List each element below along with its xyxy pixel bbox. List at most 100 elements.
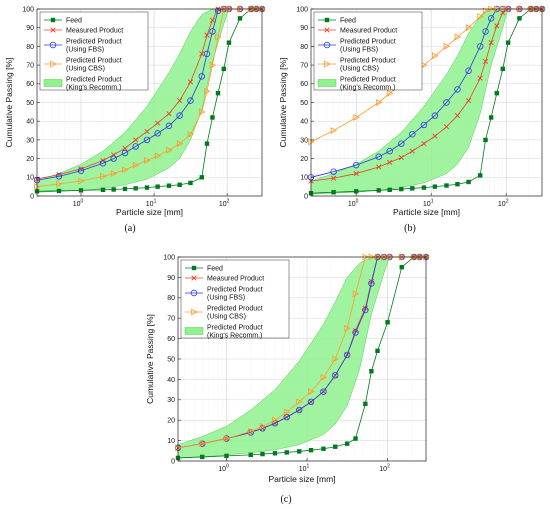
data-point-feed: [483, 137, 488, 143]
data-point-feed: [344, 441, 350, 446]
data-point-feed: [308, 447, 314, 453]
y-tick-label: 70: [300, 63, 308, 70]
x-tick-base: 10: [219, 201, 227, 208]
y-tick-label: 50: [26, 100, 34, 107]
y-tick-label: 0: [30, 193, 34, 200]
data-point-fbs: [482, 28, 489, 35]
y-tick-label: 40: [300, 119, 308, 126]
x-tick-exponent: 1: [307, 464, 310, 470]
legend-swatch-marker: [50, 27, 56, 33]
data-point-fbs: [320, 388, 327, 395]
data-point-feed: [221, 66, 226, 72]
data-point-feed: [333, 444, 338, 449]
data-point-fbs: [386, 147, 393, 155]
data-point-feed: [166, 183, 172, 188]
legend-swatch-marker: [324, 60, 331, 68]
data-point-feed: [369, 369, 374, 374]
data-point-fbs: [465, 67, 472, 74]
legend-label: Predicted Product (Using FBS): [340, 39, 396, 54]
data-point-cbs: [482, 7, 490, 15]
y-tick-label: 40: [26, 119, 34, 126]
x-axis-label: Particle size [mm]: [268, 474, 335, 484]
y-tick-label: 20: [167, 418, 175, 425]
data-point-fbs: [443, 99, 450, 106]
legend-label-line: (Using CBS): [66, 66, 105, 73]
data-point-cbs: [209, 61, 217, 69]
data-point-measured: [187, 79, 194, 85]
data-point-cbs: [308, 388, 315, 396]
data-point-feed: [375, 348, 380, 354]
data-point-fbs: [420, 121, 428, 129]
data-point-measured: [177, 98, 183, 104]
data-point-cbs: [176, 140, 184, 148]
data-point-feed: [399, 265, 404, 270]
legend-label-line: Predicted Product: [66, 39, 122, 46]
data-point-fbs: [154, 130, 161, 137]
data-point-fbs: [203, 50, 211, 58]
data-point-fbs: [332, 372, 339, 379]
x-tick-label: 102: [219, 199, 230, 209]
data-point-fbs: [176, 112, 183, 119]
data-point-feed: [505, 40, 511, 45]
data-point-feed: [210, 115, 215, 120]
data-point-measured: [122, 145, 128, 151]
data-point-measured: [133, 137, 139, 143]
data-point-cbs: [272, 416, 279, 424]
data-point-cbs: [247, 427, 255, 435]
legend-swatch-marker: [191, 308, 198, 316]
data-point-fbs: [110, 155, 117, 162]
y-tick-label: 80: [26, 44, 34, 51]
panel-label: (c): [280, 494, 291, 505]
data-point-feed: [455, 182, 460, 187]
data-point-fbs: [209, 28, 216, 35]
data-point-feed: [432, 184, 438, 189]
data-point-cbs: [144, 157, 151, 164]
data-point-feed: [122, 186, 128, 192]
data-point-fbs: [398, 140, 405, 147]
legend-label-line: Predicted Product: [66, 58, 122, 65]
legend-label-line: Predicted Product: [340, 77, 396, 84]
legend-swatch-marker: [324, 27, 330, 33]
legend-label: Measured Product: [66, 27, 123, 34]
data-point-measured: [409, 148, 415, 154]
data-point-measured: [199, 51, 205, 57]
data-point-cbs: [259, 422, 267, 430]
data-point-fbs: [283, 413, 290, 421]
data-point-cbs: [198, 108, 206, 116]
x-tick-label: 100: [348, 199, 359, 209]
legend-label-line: Predicted Product: [207, 287, 263, 294]
data-point-measured: [465, 98, 472, 104]
legend-label-line: Predicted Product: [207, 325, 263, 332]
x-tick-exponent: 2: [387, 464, 390, 470]
data-point-feed: [260, 451, 265, 457]
data-point-feed: [56, 188, 62, 194]
data-point-feed: [466, 179, 471, 185]
y-axis-label: Cumulative Passing [%]: [145, 314, 155, 404]
x-tick-label: 102: [498, 199, 509, 209]
y-tick-label: 30: [26, 137, 34, 144]
x-tick-base: 10: [423, 201, 431, 208]
x-tick-base: 10: [218, 466, 226, 473]
legend-swatch-marker: [190, 289, 198, 297]
data-point-measured: [482, 58, 489, 64]
y-tick-label: 10: [300, 175, 308, 182]
y-tick-label: 20: [300, 156, 308, 163]
y-tick-label: 70: [26, 63, 34, 70]
data-point-fbs: [198, 73, 205, 80]
data-point-cbs: [56, 180, 63, 188]
legend-label: Predicted Product (Using FBS): [207, 287, 263, 302]
data-point-feed: [200, 454, 205, 460]
legend-box: [180, 259, 290, 339]
x-tick-label: 101: [299, 464, 310, 474]
data-point-feed: [199, 175, 204, 180]
data-point-cbs: [166, 146, 173, 154]
legend-swatch-marker: [324, 17, 330, 23]
legend-label: Feed: [207, 265, 223, 272]
x-tick-label: 101: [423, 199, 434, 209]
data-point-measured: [387, 159, 393, 165]
data-point-feed: [204, 141, 210, 146]
y-tick-label: 50: [167, 356, 175, 363]
